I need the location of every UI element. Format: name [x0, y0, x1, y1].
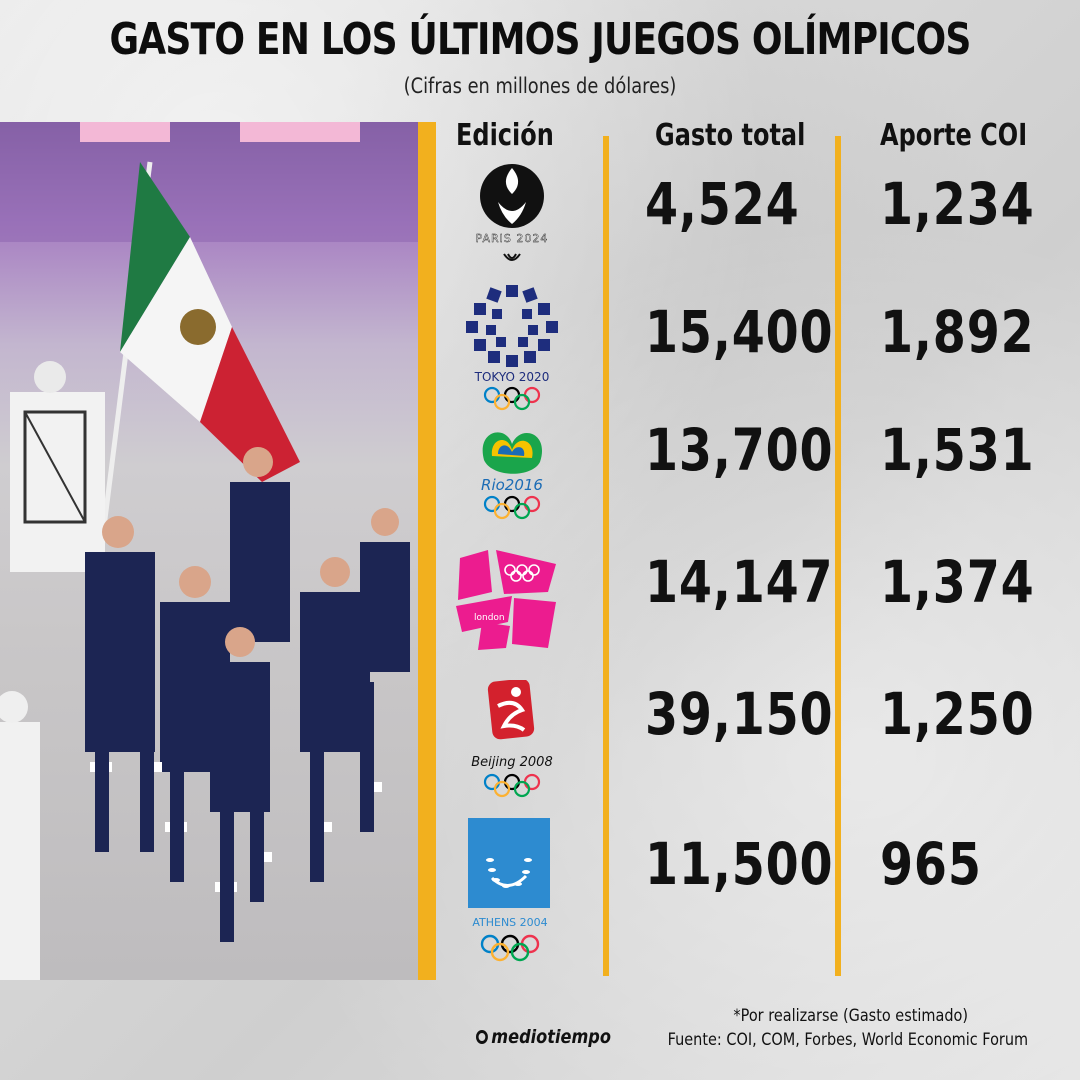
tokyo-2020-emblem-icon: TOKYO 2020 — [466, 285, 558, 411]
column-divider-1 — [603, 136, 609, 976]
page-title: GASTO EN LOS ÚLTIMOS JUEGOS OLÍMPICOS — [109, 14, 971, 65]
logo-london-2012: london — [452, 548, 564, 652]
svg-text:Rio2016: Rio2016 — [481, 476, 543, 494]
parade-photo — [0, 122, 418, 980]
total-value-rio-2016: 13,700 — [645, 416, 834, 484]
total-value-london-2012: 14,147 — [645, 548, 834, 616]
logo-athens-2004: ATHENS 2004 — [462, 818, 562, 968]
stopwatch-icon — [476, 1030, 488, 1044]
ioc-value-london-2012: 1,374 — [880, 548, 1035, 616]
ioc-value-tokyo-2020: 1,892 — [880, 298, 1035, 366]
total-value-paris-2024: 4,524 — [645, 170, 800, 238]
brand-name: mediotiempo — [491, 1026, 611, 1048]
ioc-value-paris-2024: 1,234 — [880, 170, 1035, 238]
total-value-beijing-2008: 39,150 — [645, 680, 834, 748]
ioc-value-athens-2004: 965 — [880, 830, 982, 898]
svg-text:TOKYO 2020: TOKYO 2020 — [474, 370, 550, 384]
brand-logo: mediotiempo — [476, 1026, 611, 1048]
logo-paris-2024: PARIS 2024 — [462, 158, 562, 270]
athens-2004-emblem-icon: ATHENS 2004 — [468, 818, 550, 962]
header-ioc: Aporte COI — [880, 118, 1028, 153]
svg-text:Beijing 2008: Beijing 2008 — [471, 755, 552, 770]
source-note: Fuente: COI, COM, Forbes, World Economic… — [667, 1030, 1028, 1050]
header-edition: Edición — [456, 118, 554, 153]
svg-text:london: london — [474, 613, 505, 623]
ioc-value-beijing-2008: 1,250 — [880, 680, 1035, 748]
logo-rio-2016: Rio2016 — [462, 420, 562, 520]
logo-beijing-2008: Beijing 2008 — [462, 680, 562, 800]
rio-2016-emblem-icon: Rio2016 — [481, 432, 543, 520]
beijing-2008-emblem-icon: Beijing 2008 — [471, 680, 553, 798]
parade-illustration — [0, 122, 418, 980]
london-2012-emblem-icon: london — [456, 550, 556, 650]
footnote: *Por realizarse (Gasto estimado) — [733, 1006, 968, 1026]
column-divider-2 — [835, 136, 841, 976]
ioc-value-rio-2016: 1,531 — [880, 416, 1035, 484]
svg-text:ATHENS 2004: ATHENS 2004 — [472, 916, 547, 929]
page-subtitle: (Cifras en millones de dólares) — [403, 74, 677, 98]
total-value-athens-2004: 11,500 — [645, 830, 834, 898]
svg-text:PARIS 2024: PARIS 2024 — [476, 232, 549, 245]
photo-accent-bar — [418, 122, 436, 980]
paris-2024-emblem-icon: PARIS 2024 — [475, 164, 549, 261]
total-value-tokyo-2020: 15,400 — [645, 298, 834, 366]
header-total: Gasto total — [655, 118, 806, 153]
logo-tokyo-2020: TOKYO 2020 — [462, 285, 562, 411]
